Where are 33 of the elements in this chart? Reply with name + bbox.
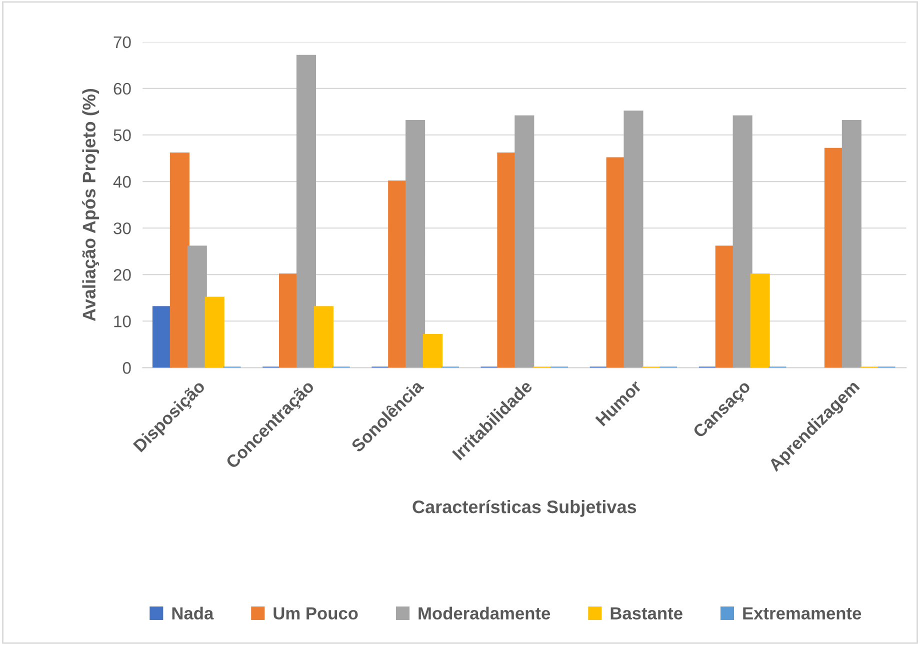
bar [497, 152, 517, 368]
legend-label: Moderadamente [418, 606, 550, 620]
y-tick-label: 40 [113, 176, 131, 188]
bar [824, 148, 844, 368]
y-tick-label: 30 [114, 222, 131, 234]
x-axis-title: Características Subjetivas [412, 500, 636, 517]
y-axis-title: Avaliação Após Projeto (%) [82, 88, 100, 322]
legend-label: Bastante [610, 607, 682, 620]
bar [314, 306, 334, 368]
bar [296, 54, 316, 368]
legend-label: Nada [172, 606, 214, 620]
y-tick-label: 0 [122, 362, 131, 374]
bar [715, 246, 735, 368]
bar [732, 115, 752, 368]
bar [624, 110, 644, 368]
bar [406, 120, 426, 368]
y-tick-label: 70 [114, 36, 131, 48]
legend-label: Extremamente [743, 607, 862, 620]
bar [152, 306, 172, 368]
y-tick-label: 10 [114, 316, 131, 328]
y-tick-label: 60 [114, 82, 131, 95]
bar [279, 274, 299, 368]
bar [750, 274, 770, 368]
bar [170, 152, 190, 368]
bar [388, 180, 408, 368]
bar [842, 120, 862, 368]
bar [514, 115, 534, 368]
bar [187, 246, 207, 368]
bar [204, 296, 224, 368]
legend-label: Um Pouco [274, 607, 358, 620]
y-tick-label: 20 [114, 268, 131, 281]
bar [422, 334, 443, 368]
y-tick-label: 50 [114, 129, 131, 142]
